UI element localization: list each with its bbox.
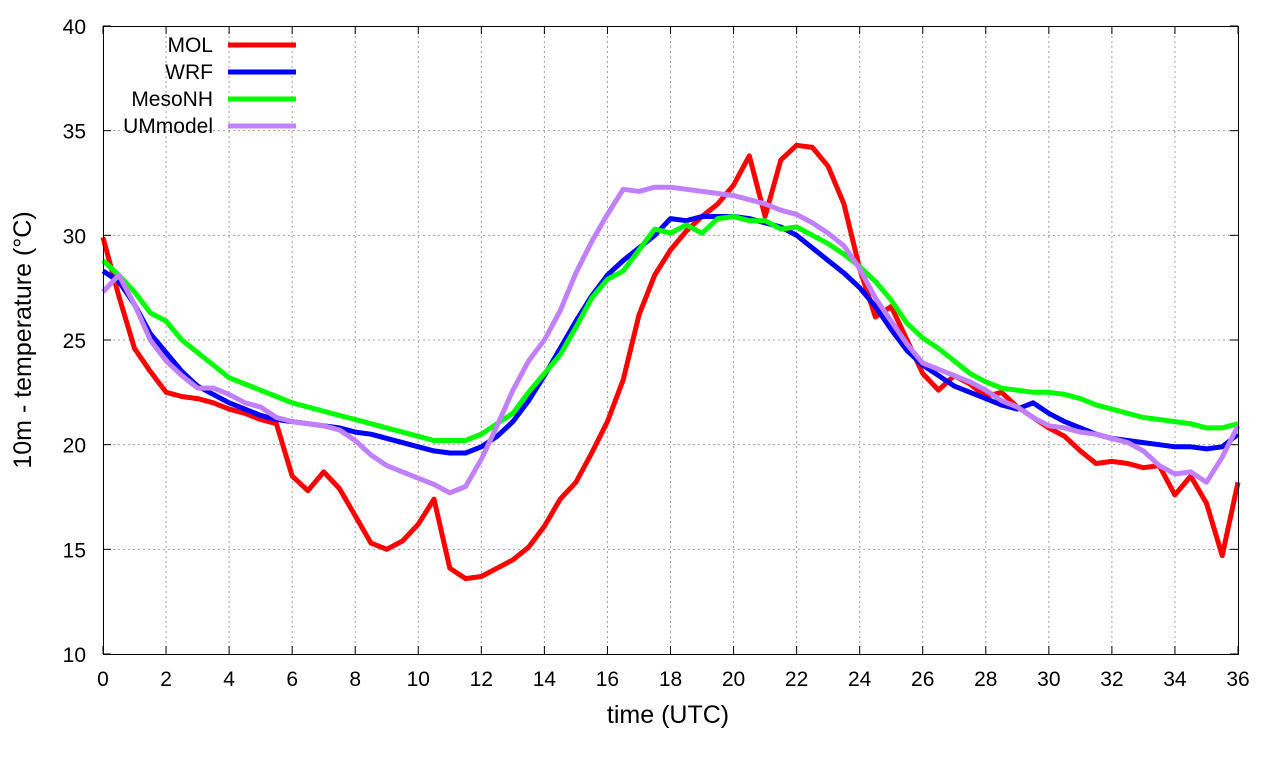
x-tick-label: 8 — [349, 668, 361, 691]
x-tick-label: 4 — [223, 668, 235, 691]
x-tick-label: 36 — [1226, 668, 1249, 691]
x-tick-labels: 0 2 4 6 8 10 12 14 16 18 20 22 24 26 28 30 32 34 36 — [97, 668, 1250, 691]
y-axis-title: 10m - temperature (°C) — [9, 211, 37, 468]
x-tick-label: 30 — [1037, 668, 1060, 691]
y-tick-labels: 10 15 20 25 30 35 40 — [63, 16, 86, 667]
y-tick-label: 10 — [63, 644, 86, 667]
grid — [103, 26, 1238, 654]
legend-label: MOL — [167, 34, 213, 57]
x-tick-label: 24 — [848, 668, 872, 691]
legend-label: WRF — [165, 61, 213, 84]
y-tick-label: 15 — [63, 539, 86, 562]
series-lines — [100, 142, 1241, 582]
x-tick-label: 6 — [286, 668, 298, 691]
x-tick-label: 12 — [470, 668, 493, 691]
series-line-ummodel — [101, 184, 1241, 496]
y-tick-label: 30 — [63, 225, 86, 248]
y-tick-label: 40 — [63, 16, 86, 39]
legend: MOL WRF MesoNH UMmodel — [123, 34, 296, 138]
plot-frame — [103, 26, 1239, 655]
x-tick-label: 20 — [722, 668, 745, 691]
y-tick-label: 20 — [63, 435, 86, 458]
series-line-mesonh — [101, 214, 1239, 443]
x-tick-label: 2 — [160, 668, 172, 691]
y-tick-label: 25 — [63, 330, 86, 353]
x-tick-label: 0 — [97, 668, 109, 691]
legend-label: UMmodel — [123, 115, 213, 138]
x-tick-label: 26 — [911, 668, 934, 691]
x-axis-title: time (UTC) — [607, 701, 729, 729]
x-tick-label: 22 — [785, 668, 808, 691]
x-tick-label: 16 — [596, 668, 619, 691]
x-tick-label: 32 — [1100, 668, 1123, 691]
x-tick-label: 34 — [1163, 668, 1187, 691]
x-tick-label: 18 — [659, 668, 682, 691]
x-tick-label: 10 — [407, 668, 430, 691]
x-tick-label: 14 — [533, 668, 557, 691]
y-tick-label: 35 — [63, 121, 86, 144]
legend-label: MesoNH — [131, 88, 213, 111]
x-tick-label: 28 — [974, 668, 997, 691]
